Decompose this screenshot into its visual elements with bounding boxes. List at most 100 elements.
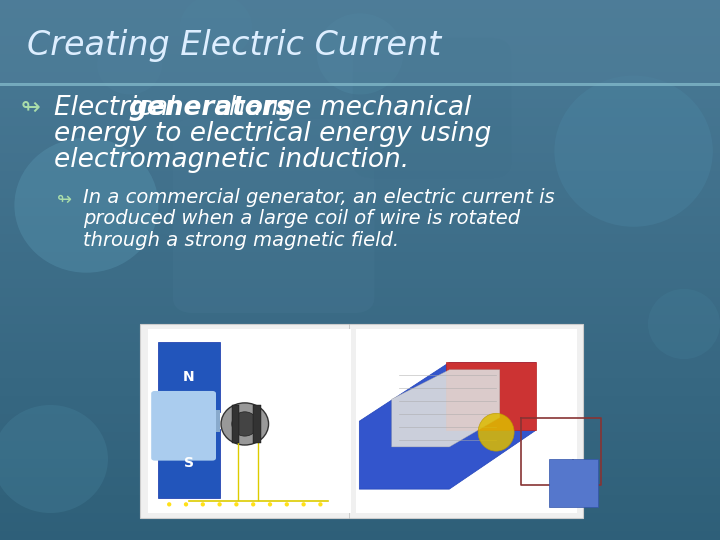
Polygon shape	[446, 362, 536, 430]
Bar	[0, 450, 720, 459]
Bar	[0, 243, 720, 252]
Bar	[0, 297, 720, 306]
Bar	[0, 252, 720, 261]
Bar	[0, 387, 720, 396]
Text: ↬: ↬	[20, 96, 40, 120]
Polygon shape	[392, 370, 500, 447]
Ellipse shape	[302, 502, 306, 507]
Bar	[0, 522, 720, 531]
Bar	[0, 63, 720, 72]
Bar	[0, 486, 720, 495]
Bar	[0, 216, 720, 225]
Text: electromagnetic induction.: electromagnetic induction.	[54, 147, 409, 173]
Bar	[0, 459, 720, 468]
FancyBboxPatch shape	[158, 429, 220, 498]
Bar	[0, 261, 720, 270]
Bar	[0, 477, 720, 486]
Ellipse shape	[554, 76, 713, 227]
Ellipse shape	[251, 502, 256, 507]
Text: energy to electrical energy using: energy to electrical energy using	[54, 121, 491, 147]
Bar	[0, 117, 720, 126]
Bar	[0, 0, 720, 84]
Bar	[0, 360, 720, 369]
Bar	[0, 414, 720, 423]
Bar	[0, 72, 720, 81]
Bar	[0, 189, 720, 198]
Bar	[0, 225, 720, 234]
Bar	[0, 270, 720, 279]
Text: Electrical: Electrical	[54, 95, 184, 121]
Text: In a commercial generator, an electric current is: In a commercial generator, an electric c…	[83, 187, 554, 207]
Bar	[0, 198, 720, 207]
Ellipse shape	[234, 502, 238, 507]
Ellipse shape	[318, 502, 323, 507]
Text: through a strong magnetic field.: through a strong magnetic field.	[83, 231, 399, 250]
FancyBboxPatch shape	[353, 38, 511, 178]
Bar	[0, 369, 720, 378]
Bar	[0, 432, 720, 441]
Bar	[0, 288, 720, 297]
Bar	[0, 405, 720, 414]
Bar	[0, 423, 720, 432]
Text: ↬: ↬	[57, 191, 73, 209]
Bar	[0, 180, 720, 189]
Ellipse shape	[217, 502, 222, 507]
Ellipse shape	[468, 383, 569, 481]
Bar	[0, 495, 720, 504]
Bar	[0, 162, 720, 171]
Bar	[0, 315, 720, 324]
Bar	[158, 410, 220, 432]
Text: generators: generators	[129, 95, 292, 121]
Bar	[0, 135, 720, 144]
Ellipse shape	[97, 35, 162, 94]
Bar	[0, 81, 720, 90]
Bar	[0, 45, 720, 54]
Bar	[0, 83, 720, 86]
Ellipse shape	[478, 413, 514, 451]
Text: produced when a large coil of wire is rotated: produced when a large coil of wire is ro…	[83, 209, 520, 228]
Bar	[0, 513, 720, 522]
Bar	[0, 27, 720, 36]
FancyBboxPatch shape	[173, 119, 374, 313]
Bar	[0, 378, 720, 387]
Ellipse shape	[201, 502, 205, 507]
Ellipse shape	[167, 502, 171, 507]
Bar	[232, 405, 239, 443]
Bar	[356, 329, 577, 513]
Ellipse shape	[180, 0, 252, 59]
Ellipse shape	[0, 405, 108, 513]
Ellipse shape	[14, 138, 158, 273]
Bar	[0, 90, 720, 99]
Bar	[0, 36, 720, 45]
FancyBboxPatch shape	[151, 391, 216, 461]
Text: change mechanical: change mechanical	[206, 95, 472, 121]
FancyBboxPatch shape	[140, 324, 583, 518]
Bar	[0, 333, 720, 342]
Bar	[0, 18, 720, 27]
Bar	[0, 153, 720, 162]
Ellipse shape	[648, 289, 720, 359]
Ellipse shape	[221, 403, 269, 445]
Bar	[148, 329, 351, 513]
Bar	[0, 144, 720, 153]
Bar	[0, 468, 720, 477]
Text: S: S	[184, 456, 194, 470]
Ellipse shape	[284, 502, 289, 507]
Text: Creating Electric Current: Creating Electric Current	[27, 29, 441, 63]
Bar	[0, 99, 720, 108]
Bar	[0, 171, 720, 180]
Bar	[0, 9, 720, 18]
Bar	[0, 0, 720, 9]
Bar	[0, 342, 720, 351]
Text: N: N	[183, 370, 194, 384]
Bar	[0, 324, 720, 333]
Bar	[0, 531, 720, 540]
Ellipse shape	[232, 412, 258, 436]
Bar	[253, 405, 261, 443]
Polygon shape	[359, 362, 536, 489]
Bar	[0, 108, 720, 117]
Bar	[0, 126, 720, 135]
FancyBboxPatch shape	[549, 458, 598, 507]
Bar	[0, 306, 720, 315]
Bar	[0, 207, 720, 216]
